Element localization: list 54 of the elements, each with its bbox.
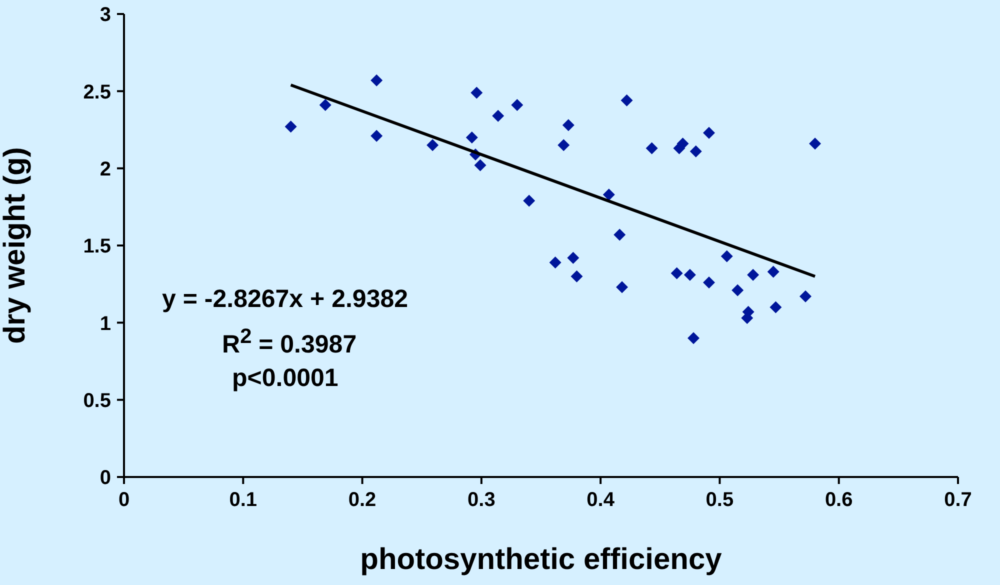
y-axis-title: dry weight (g)	[0, 147, 32, 344]
point	[370, 130, 383, 142]
point	[670, 267, 683, 280]
x-axis-title: photosynthetic efficiency	[360, 543, 722, 576]
point	[684, 268, 696, 281]
point	[470, 86, 483, 99]
point	[570, 270, 583, 282]
x-tick-label: 0.2	[348, 489, 376, 512]
x-tick-label: 0.6	[824, 489, 853, 512]
x-tick-label: 0	[118, 489, 130, 512]
point	[620, 94, 633, 106]
y-tick-label: 0.5	[83, 390, 111, 412]
point	[770, 301, 782, 314]
point	[562, 119, 574, 132]
x-tick-label: 0.4	[586, 489, 616, 512]
point	[690, 145, 702, 158]
point	[319, 99, 332, 112]
point	[747, 268, 760, 281]
point	[809, 138, 822, 150]
y-tick-label: 1.5	[83, 236, 111, 258]
y-tick-label: 0	[100, 467, 111, 490]
point	[426, 139, 439, 152]
point	[732, 284, 744, 296]
y-tick-label: 3	[100, 4, 111, 26]
point	[767, 266, 780, 278]
point	[688, 332, 700, 344]
point	[702, 126, 715, 139]
x-tick-label: 0.3	[468, 489, 496, 512]
point	[616, 281, 628, 294]
point	[646, 142, 658, 154]
point	[702, 276, 715, 289]
point	[799, 290, 812, 302]
y-tick-label: 1	[100, 312, 111, 335]
point	[492, 110, 504, 122]
x-tick-label: 0.5	[706, 489, 734, 512]
y-tick-label: 2.5	[83, 81, 111, 104]
point	[720, 250, 733, 262]
annotation: p<0.0001	[232, 364, 338, 393]
point	[474, 159, 486, 172]
point	[558, 139, 570, 152]
point	[614, 228, 626, 241]
annotation: R$^{2}$ = 0.3987	[222, 325, 357, 360]
x-tick-label: 0.1	[229, 489, 258, 512]
point	[370, 74, 383, 86]
point	[511, 99, 524, 112]
point	[284, 120, 297, 133]
point	[602, 188, 615, 201]
point	[567, 252, 580, 264]
annotation: y = -2.8267x + 2.9382	[162, 285, 408, 314]
point	[523, 194, 536, 207]
point	[466, 131, 478, 144]
y-tick-label: 2	[100, 158, 111, 180]
x-tick-label: 0.7	[944, 489, 972, 512]
point	[549, 256, 562, 268]
